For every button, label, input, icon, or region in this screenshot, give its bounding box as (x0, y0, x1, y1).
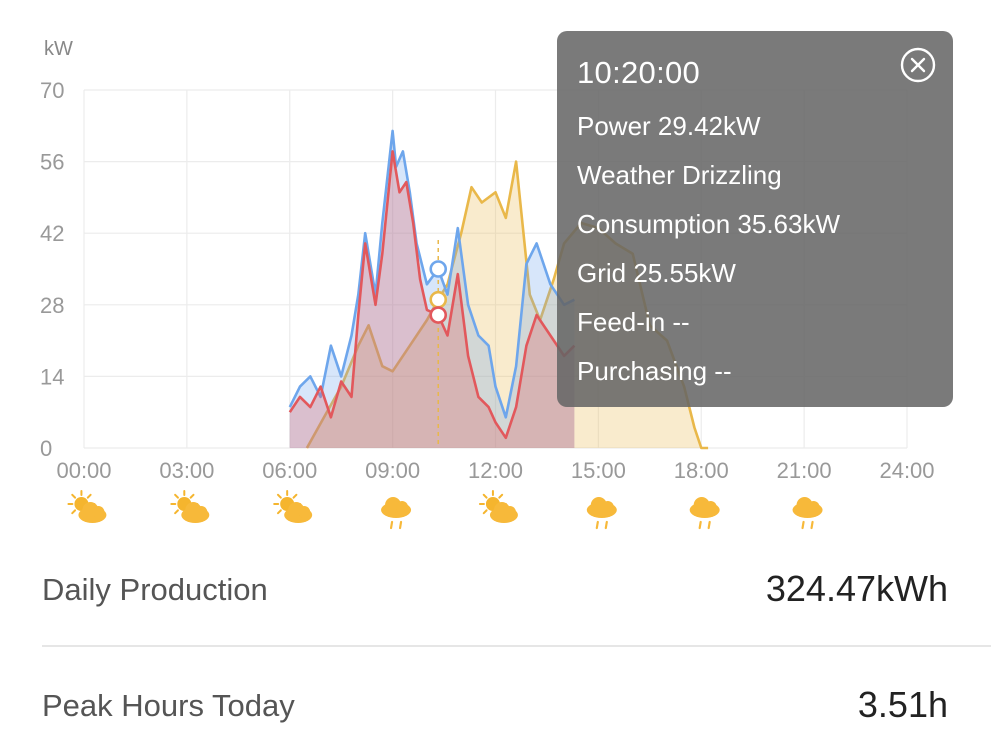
tooltip-time: 10:20:00 (577, 55, 701, 90)
series-area-1 (289, 130, 575, 448)
x-tick-label: 03:00 (159, 458, 214, 483)
x-tick-label: 00:00 (56, 458, 111, 483)
peak-hours-row[interactable]: Peak Hours Today 3.51h (42, 678, 948, 738)
x-tick-label: 24:00 (879, 458, 934, 483)
highlight-markers (429, 260, 448, 324)
rain-icon (792, 497, 823, 530)
highlight-marker (429, 290, 448, 309)
weather-row (67, 490, 823, 530)
daily-production-row[interactable]: Daily Production 324.47kWh (42, 562, 948, 622)
x-tick-label: 18:00 (674, 458, 729, 483)
x-tick-label: 06:00 (262, 458, 317, 483)
rain-icon (586, 497, 617, 530)
y-axis: 0 14 28 42 56 70 (40, 78, 64, 461)
partly-cloudy-icon (478, 490, 518, 523)
highlight-marker (429, 260, 448, 278)
x-tick-label: 12:00 (468, 458, 523, 483)
tooltip-consumption: Consumption 35.63kW (577, 209, 841, 239)
y-tick-label: 28 (40, 293, 64, 318)
data-tooltip: 10:20:00 Power 29.42kW Weather Drizzling… (557, 31, 953, 407)
x-tick-label: 15:00 (571, 458, 626, 483)
series-area-2 (289, 151, 575, 448)
x-tick-label: 21:00 (777, 458, 832, 483)
y-tick-label: 14 (40, 364, 64, 389)
rain-icon (689, 497, 720, 530)
partly-cloudy-icon (170, 490, 210, 523)
partly-cloudy-icon (273, 490, 313, 523)
tooltip-purchasing: Purchasing -- (577, 356, 732, 386)
y-tick-label: 70 (40, 78, 64, 103)
divider (42, 645, 991, 647)
peak-hours-value: 3.51h (857, 684, 948, 725)
partly-cloudy-icon (67, 490, 107, 523)
daily-production-value: 324.47kWh (765, 568, 948, 609)
tooltip-grid: Grid 25.55kW (577, 258, 736, 288)
peak-hours-label: Peak Hours Today (42, 688, 295, 723)
y-axis-label: kW (44, 38, 73, 60)
tooltip-weather: Weather Drizzling (577, 160, 782, 190)
close-icon[interactable] (900, 47, 936, 83)
x-axis: 00:00 03:00 06:00 09:00 12:00 15:00 18:00 21:00… (56, 458, 934, 483)
tooltip-power: Power 29.42kW (577, 111, 761, 141)
daily-production-label: Daily Production (42, 572, 268, 607)
series-line-2[interactable] (288, 150, 576, 440)
tooltip-feed-in: Feed-in -- (577, 307, 690, 337)
rain-icon (381, 497, 412, 530)
y-tick-label: 56 (40, 150, 64, 175)
x-tick-label: 09:00 (365, 458, 420, 483)
highlight-marker (429, 306, 448, 324)
y-tick-label: 42 (40, 221, 64, 246)
y-tick-label: 0 (40, 436, 52, 461)
